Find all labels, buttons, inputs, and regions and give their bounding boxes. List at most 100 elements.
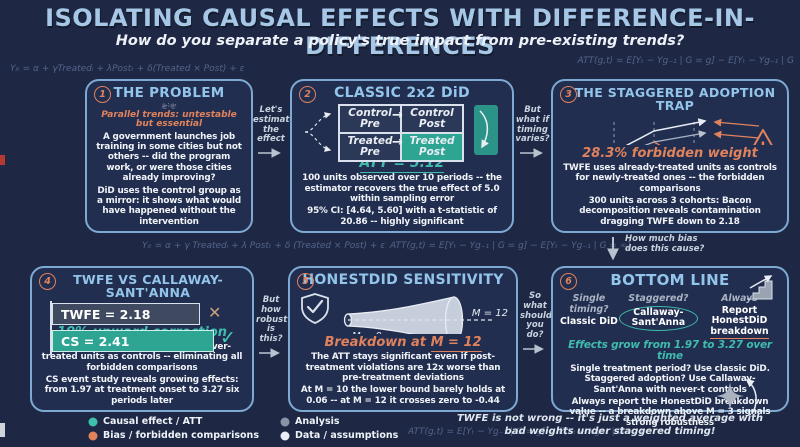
legend-item: Bias / forbidden comparisons <box>88 430 280 441</box>
panel-body-2: Always report the HonestDiD breakdown va… <box>569 396 771 428</box>
did-2x2-table: Control Pre Control Post Treated Pre Tre… <box>338 103 464 162</box>
connector-estimate-effect: Let's estimate the effect <box>253 105 295 159</box>
branch-question: Single timing? <box>569 292 609 315</box>
right-arrow-icon <box>519 148 543 158</box>
panel-number-badge: 6 <box>560 273 577 290</box>
funnel-horn <box>347 295 455 335</box>
connector-text: So what should you do? <box>520 291 552 341</box>
panel-staggered-adoption-trap: 3 THE STAGGERED ADOPTION TRAP ! 3 5 7 Ne… <box>551 79 789 233</box>
legend-dot-white <box>280 431 290 440</box>
growth-stairs-icon <box>747 275 773 300</box>
effects-grow-tagline: Effects grow from 1.97 to 3.27 over time <box>568 338 772 362</box>
legend-item: Causal effect / ATT <box>88 416 280 427</box>
cs-bar: CS = 2.41 <box>52 330 214 353</box>
panel-body-2: At M = 10 the lower bound barely holds a… <box>300 385 506 406</box>
formula-att-mid: ATT(g,t) = E[Yₜ − Yg₋₁ | G = g] − E[Yₜ −… <box>390 241 631 251</box>
decision-tree: Single timing? Classic DiD Staggered? Ca… <box>559 292 781 340</box>
panel-classic-2x2-did: 2 CLASSIC 2x2 DiD Control Pre Control Po… <box>290 79 514 233</box>
panel-honestdid-sensitivity: 5 HONESTDID SENSITIVITY M = 0 M = 12 Bre… <box>288 266 518 412</box>
connector-text: How much bias does this cause? <box>625 234 705 254</box>
connector-text: But how robust is this? <box>256 295 288 345</box>
branch-answer-highlighted: Callaway-Sant'Anna <box>618 305 698 332</box>
panel-title: CLASSIC 2x2 DiD <box>334 85 470 101</box>
check-mark-icon: ✓ <box>220 327 236 350</box>
connector-timing-varies: But what if timing varies? <box>515 105 550 159</box>
legend-dot-teal <box>88 417 98 426</box>
twfe-bar: TWFE = 2.18 <box>52 303 200 326</box>
panel-number-badge: 2 <box>299 86 316 103</box>
panel-number-badge: 1 <box>94 86 111 103</box>
cell-treated-pre: Treated Pre <box>339 132 401 161</box>
panel-title: THE STAGGERED ADOPTION TRAP <box>574 85 776 114</box>
legend-dot-gray <box>280 417 290 426</box>
staggered-timing-chart: ! 3 5 7 Never-treated <box>613 118 773 146</box>
panel-twfe-vs-callaway-santanna: 4 TWFE VS CALLAWAY-SANT'ANNA TWFE = 2.18… <box>30 266 254 412</box>
branch-staggered: Staggered? Callaway-Sant'Anna <box>618 292 698 338</box>
legend-label: Analysis <box>295 416 340 427</box>
right-arrow-icon <box>523 344 544 354</box>
panel-body-1: A government launches job training in so… <box>96 131 242 184</box>
x-mark-icon: ✕ <box>208 303 222 323</box>
cell-control-post: Control Post <box>401 104 463 133</box>
page-title: ISOLATING CAUSAL EFFECTS WITH DIFFERENCE… <box>45 4 755 60</box>
magnifier-icon <box>168 105 170 108</box>
branch-single-timing: Single timing? Classic DiD <box>559 293 619 338</box>
panel-body-1: 100 units observed over 10 periods -- th… <box>302 173 502 204</box>
forbidden-weight-tagline: 28.3% forbidden weight <box>582 146 758 162</box>
parallel-trends-tagline: Parallel trends: untestable but essentia… <box>101 109 237 130</box>
panel-number-badge: 5 <box>297 273 314 290</box>
sparkle-icon <box>716 378 757 415</box>
formula-att-top: ATT(g,t) = E[Yₜ − Yg₋₁ | G = g] − E[Yₜ −… <box>577 56 794 66</box>
legend-label: Data / assumptions <box>295 430 399 441</box>
branch-answer-underlined: breakdown <box>710 326 769 340</box>
estimate-bars-figure: TWFE = 2.18 ✕ CS = 2.41 ✓ <box>40 301 244 356</box>
did-table-figure: Control Pre Control Post Treated Pre Tre… <box>298 103 506 162</box>
connector-text: But what if timing varies? <box>515 105 550 145</box>
panel-title: BOTTOM LINE <box>610 271 730 289</box>
page-subtitle: How do you separate a policy's true impa… <box>115 33 685 49</box>
branch-question: Staggered? <box>628 292 689 304</box>
panel-the-problem: 1 THE PROBLEM ? Treated Control <box>85 79 253 233</box>
formula-att-bottom: ATT(g,t) = E[Yₜ − Yg₋₁ | G = g] − E[Yₜ −… <box>408 427 646 437</box>
warning-triangle-icon: ! <box>753 129 773 146</box>
branch-question: Always <box>721 292 758 304</box>
dashed-brace-arrows-icon <box>304 111 332 152</box>
legend-label: Causal effect / ATT <box>103 416 203 427</box>
pre-to-post-arrow: → <box>392 134 403 150</box>
formula-did-mid: Yᵢₜ = α + γ Treatedᵢ + λ Postₜ + δ (Trea… <box>142 241 386 251</box>
legend-item: Analysis <box>280 416 398 427</box>
branch-answer: Report HonestDiD <box>711 304 768 327</box>
m-twelve-label: M = 12 <box>472 308 508 319</box>
twfe-bar-label: TWFE = 2.18 <box>61 306 151 322</box>
legend-item: Data / assumptions <box>280 430 398 441</box>
panel-title: THE PROBLEM <box>113 85 225 101</box>
connector-how-robust: But how robust is this? <box>256 295 288 359</box>
pre-to-post-arrow: → <box>392 107 403 123</box>
panel-bottom-line: 6 BOTTOM LINE Single timing? Classic DiD… <box>551 266 789 428</box>
edge-artifact-red <box>0 155 5 165</box>
legend-label: Bias / forbidden comparisons <box>103 430 259 441</box>
shield-check-icon <box>301 292 329 324</box>
right-arrow-icon <box>259 348 280 358</box>
panel-title: TWFE VS CALLAWAY-SANT'ANNA <box>73 272 223 301</box>
cell-control-pre: Control Pre <box>339 104 401 133</box>
panel-body-2: 95% CI: [4.64, 5.60] with a t-statistic … <box>307 206 497 227</box>
panel-body-2: DiD uses the control group as a mirror: … <box>96 185 242 227</box>
connector-how-much-bias: How much bias does this cause? <box>606 234 716 265</box>
sensitivity-funnel-figure: M = 0 M = 12 <box>301 292 508 335</box>
curved-down-arrow-icon <box>479 110 489 149</box>
branch-answer: Classic DiD <box>559 315 618 327</box>
panel-number-badge: 4 <box>39 273 56 290</box>
connector-text: Let's estimate the effect <box>253 105 296 145</box>
breakdown-tagline: Breakdown at <box>324 335 427 351</box>
formula-did-top: Yᵢₜ = α + γTreatedᵢ + λPostₜ + δ(Treated… <box>10 64 245 74</box>
panel-body-1: TWFE uses already-treated units as contr… <box>563 162 777 194</box>
bar-axis <box>50 301 52 356</box>
cell-treated-post: Treated Post <box>401 132 463 161</box>
panel-body-1: The ATT stays significant even if post-t… <box>305 352 501 383</box>
panel-body-2: CS event study reveals growing effects: … <box>44 374 240 406</box>
warning-mark: ! <box>760 140 766 145</box>
panel-number-badge: 3 <box>560 86 577 103</box>
cs-bar-label: CS = 2.41 <box>61 333 130 349</box>
panel-body-2: 300 units across 3 cohorts: Bacon decomp… <box>579 195 761 227</box>
